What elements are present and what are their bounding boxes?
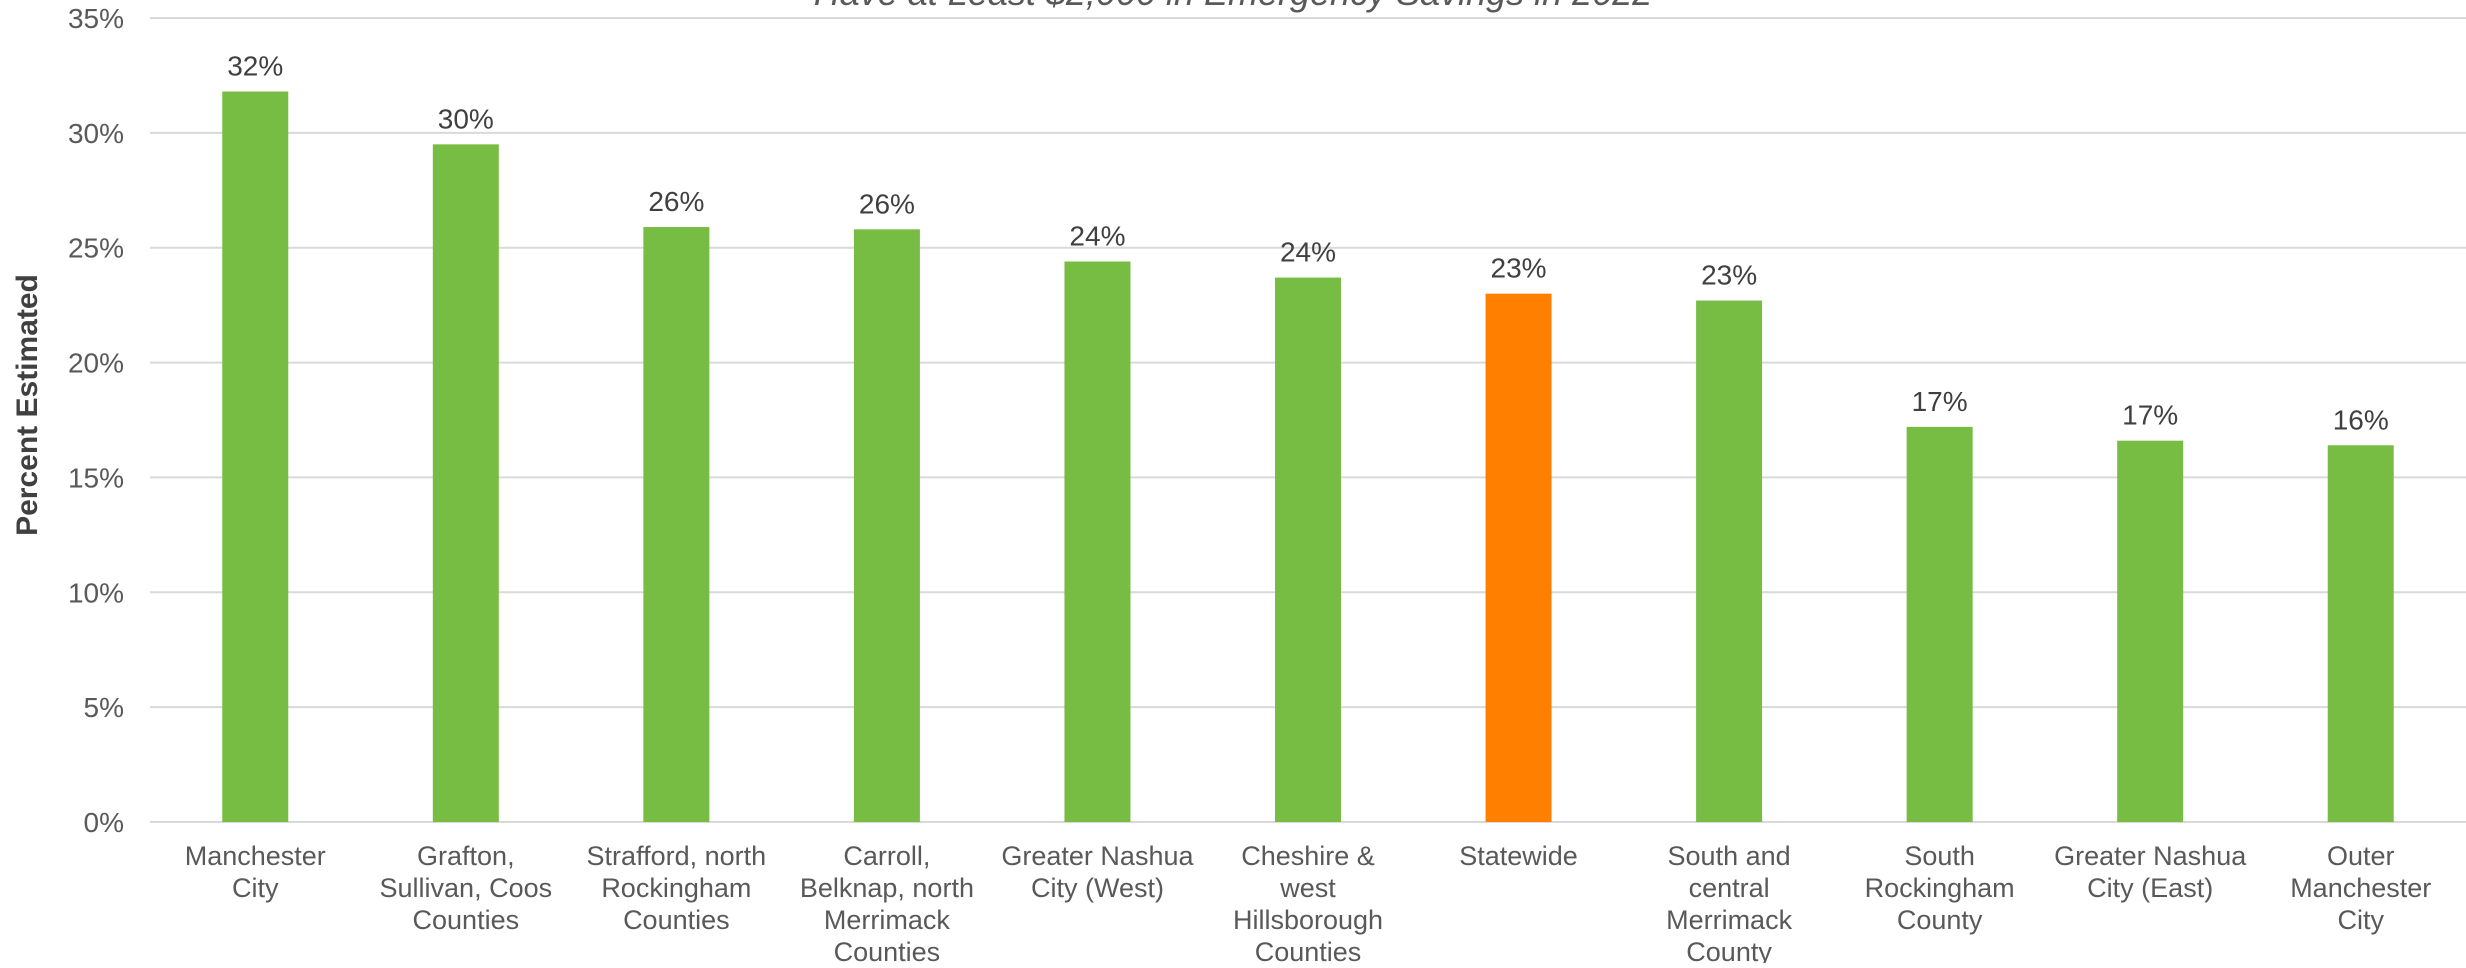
bar <box>1906 426 1973 822</box>
y-tick-label: 0% <box>84 807 124 838</box>
bar <box>643 227 710 823</box>
x-tick-label: Manchester City <box>185 841 326 903</box>
data-label: 17% <box>2122 400 2178 431</box>
y-tick-label: 15% <box>68 462 124 493</box>
bar <box>853 229 920 822</box>
y-tick-label: 35% <box>68 3 124 34</box>
x-tick-label: Grafton, Sullivan, Coos Counties <box>380 841 553 935</box>
data-label: 23% <box>1491 253 1547 284</box>
data-label: 23% <box>1701 260 1757 291</box>
x-tick-label: South Rockingham County <box>1865 841 2015 935</box>
data-label: 32% <box>227 51 283 82</box>
data-label: 24% <box>1280 237 1336 268</box>
data-label: 16% <box>2333 404 2389 435</box>
data-label: 24% <box>1069 220 1125 251</box>
y-tick-label: 30% <box>68 118 124 149</box>
bar <box>1275 277 1341 822</box>
bar <box>2117 440 2184 822</box>
y-axis-label: Percent Estimated <box>11 274 44 536</box>
data-label: 30% <box>438 103 494 134</box>
y-tick-label: 20% <box>68 348 124 379</box>
y-tick-label: 5% <box>84 692 124 723</box>
x-tick-label: Outer Manchester City <box>2290 841 2431 935</box>
y-tick-label: 10% <box>68 577 124 608</box>
data-label: 26% <box>648 186 704 217</box>
bar <box>1064 261 1131 822</box>
x-tick-label: Cheshire & west Hillsborough Counties <box>1233 841 1383 963</box>
x-tick-label: Statewide <box>1459 841 1578 871</box>
bar <box>2327 445 2394 822</box>
x-tick-label: Greater Nashua City (East) <box>2054 841 2247 903</box>
x-tick-label: Carroll, Belknap, north Merrimack Counties <box>800 841 974 963</box>
bar <box>432 144 499 823</box>
x-tick-label: Strafford, north Rockingham Counties <box>587 841 767 935</box>
bar <box>1696 300 1763 822</box>
data-label: 26% <box>859 188 915 219</box>
x-tick-label: South and central Merrimack County <box>1666 841 1792 963</box>
bar <box>222 91 289 823</box>
y-tick-label: 25% <box>68 233 124 264</box>
x-tick-label: Greater Nashua City (West) <box>1001 841 1194 903</box>
chart-title: Have at Least $2,000 in Emergency Saving… <box>0 0 2466 14</box>
data-label: 17% <box>1912 386 1968 417</box>
bar <box>1485 293 1552 823</box>
